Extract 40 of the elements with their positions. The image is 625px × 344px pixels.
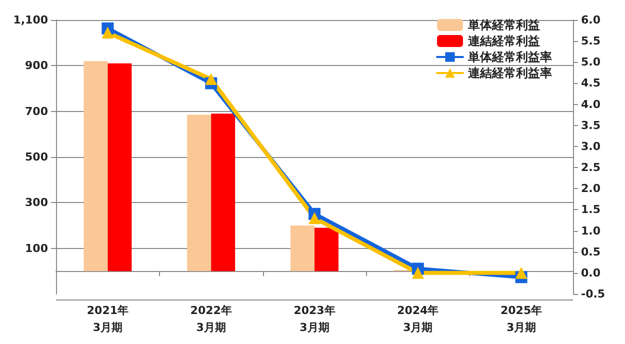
y2-tick-label: 4.5: [581, 76, 600, 90]
x-tick-label: 2021年 3月期: [86, 304, 129, 334]
y2-tick-label: 3.5: [581, 118, 600, 132]
y2-tick-label: 5.5: [581, 34, 600, 48]
legend-label: 単体経常利益率: [467, 50, 552, 64]
y2-tick-label: 1.0: [581, 224, 601, 238]
y2-tick-label: -0.5: [581, 288, 606, 300]
legend-label: 連結経常利益: [467, 34, 540, 48]
y-tick-label: 700: [25, 104, 48, 118]
y-tick-label: 300: [25, 196, 48, 210]
point: [412, 266, 424, 279]
y2-tick-label: 6.0: [581, 14, 601, 26]
point: [308, 212, 320, 224]
x-tick-label: 2025年 3月期: [500, 304, 542, 334]
legend-label: 単体経常利益: [467, 18, 540, 32]
y2-tick-label: 2.5: [581, 161, 600, 174]
bar: [314, 228, 338, 272]
y2-tick-label: 1.5: [581, 203, 600, 216]
bar: [108, 63, 132, 272]
bar: [187, 114, 212, 272]
x-tick-label: 2022年 3月期: [190, 304, 232, 334]
y-tick-label: 900: [25, 59, 48, 72]
y2-tick-label: 2.0: [581, 182, 601, 196]
point: [205, 73, 218, 86]
y2-tick-label: 0.0: [581, 266, 601, 280]
bar: [290, 226, 314, 272]
y2-tick-label: 3.0: [581, 140, 601, 153]
bar: [84, 61, 108, 272]
y2-tick-label: 0.5: [581, 245, 600, 258]
y2-tick-label: 5.0: [581, 56, 601, 69]
legend-label: 連結経常利益率: [467, 66, 552, 80]
x-tick-label: 2023年 3月期: [294, 304, 336, 334]
point: [102, 26, 114, 39]
y-tick-label: 100: [25, 242, 48, 255]
y2-tick-label: 4.0: [581, 98, 601, 111]
bar: [211, 114, 236, 272]
y-tick-label: 1,100: [13, 14, 48, 26]
y-tick-label: 500: [25, 150, 48, 164]
x-tick-label: 2024年 3月期: [397, 304, 439, 334]
point: [515, 266, 528, 279]
